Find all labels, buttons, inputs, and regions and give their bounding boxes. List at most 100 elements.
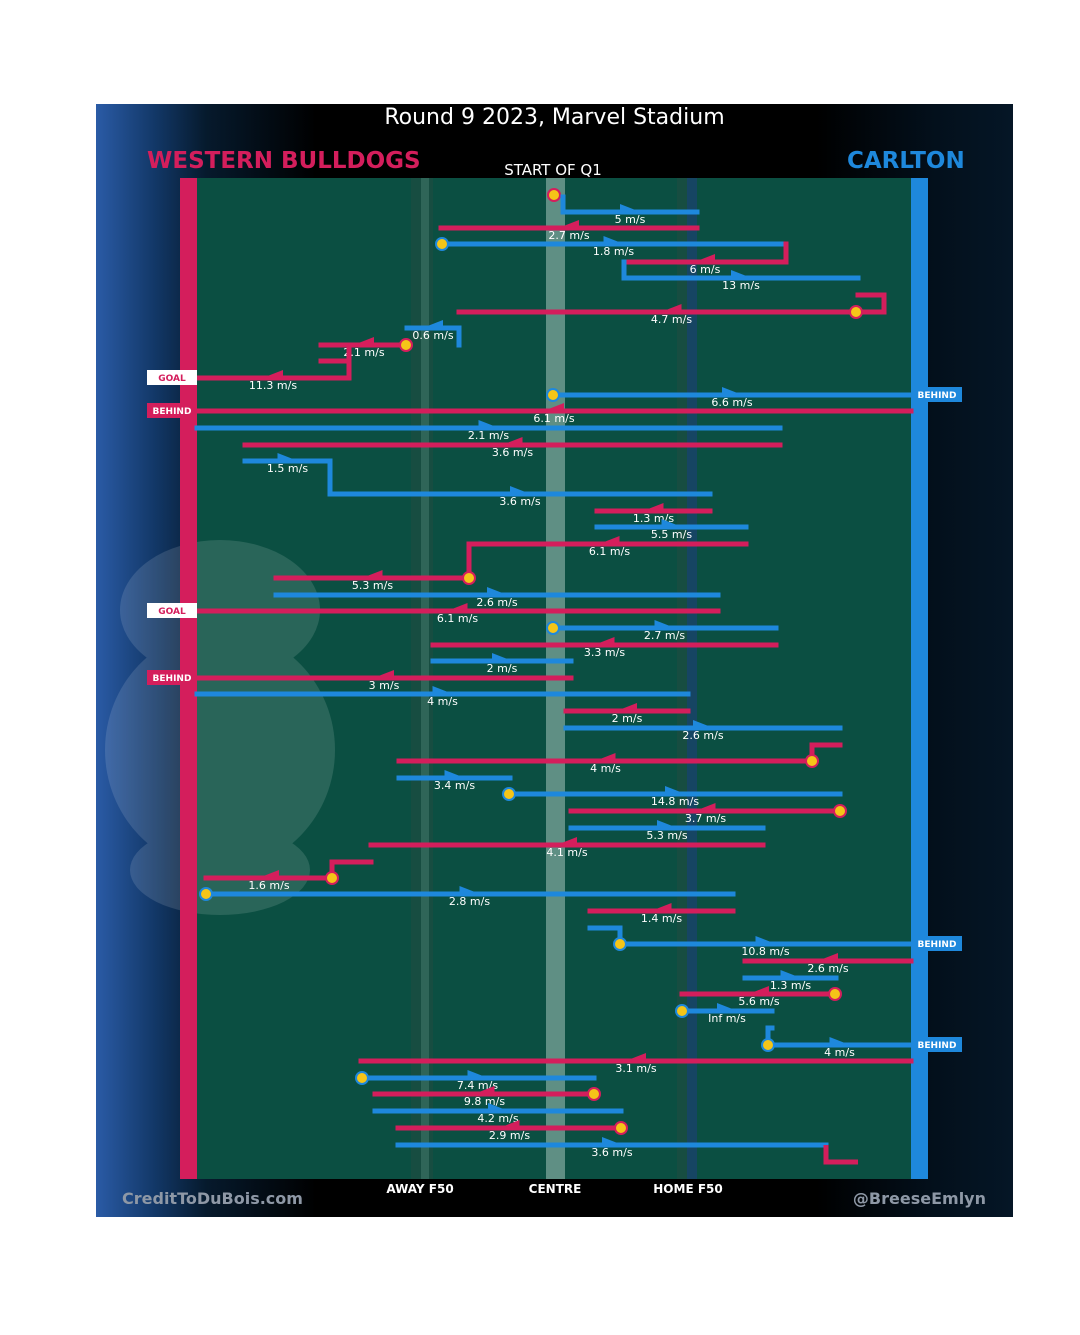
possession-segment: 1.3 m/s xyxy=(742,970,839,992)
direction-arrow xyxy=(628,1053,646,1062)
direction-arrow xyxy=(561,220,579,229)
speed-label: 0.6 m/s xyxy=(412,329,453,342)
possession-segment: 2 m/s xyxy=(430,653,574,675)
direction-arrow xyxy=(376,670,394,679)
possession-segment: 5.3 m/s xyxy=(273,541,476,592)
possession-segment: 4.2 m/s xyxy=(372,1103,624,1125)
possession-segment: 4 m/s BEHIND xyxy=(761,1025,962,1059)
start-marker xyxy=(547,188,561,202)
speed-label: 2.6 m/s xyxy=(682,729,723,742)
possession-segment: 2.6 m/s xyxy=(742,953,914,975)
speed-label: 2.7 m/s xyxy=(644,629,685,642)
direction-arrow xyxy=(504,437,523,446)
speed-label: 3.6 m/s xyxy=(499,495,540,508)
possession-segment: 11.3 m/s GOAL xyxy=(147,342,352,392)
direction-arrow xyxy=(277,453,296,462)
possession-marker xyxy=(435,237,449,251)
behind-badge: BEHIND xyxy=(147,403,197,418)
svg-text:BEHIND: BEHIND xyxy=(918,940,957,950)
possession-segment: 3.3 m/s xyxy=(430,637,779,659)
direction-arrow xyxy=(596,637,615,646)
possession-segment: 2.7 m/s xyxy=(438,220,700,242)
speed-label: 3.4 m/s xyxy=(434,779,475,792)
direction-arrow xyxy=(546,403,564,412)
speed-label: 6 m/s xyxy=(690,263,721,276)
speed-label: 1.5 m/s xyxy=(267,462,308,475)
possession-marker xyxy=(805,754,819,768)
possession-segment: 4.7 m/s xyxy=(456,292,887,326)
goal-badge: GOAL xyxy=(147,370,197,385)
speed-label: 6.6 m/s xyxy=(711,396,752,409)
direction-arrow xyxy=(265,370,283,379)
direction-arrow xyxy=(510,486,528,495)
possession-segment: 2.1 m/s xyxy=(194,420,783,442)
possession-segment: 2 m/s xyxy=(563,703,691,725)
direction-arrow xyxy=(663,304,682,313)
speed-label: 2.9 m/s xyxy=(489,1129,530,1142)
direction-arrow xyxy=(559,837,577,846)
speed-label: 14.8 m/s xyxy=(651,795,699,808)
possession-marker xyxy=(325,871,339,885)
possession-segment: 6.1 m/s BEHIND xyxy=(147,403,914,425)
possession-segment: 0.6 m/s xyxy=(404,320,462,348)
speed-label: 10.8 m/s xyxy=(741,945,789,958)
possession-marker xyxy=(399,338,413,352)
team-left-label: WESTERN BULLDOGS xyxy=(147,148,421,174)
direction-arrow xyxy=(444,770,463,779)
direction-arrow xyxy=(722,387,740,396)
segment-line xyxy=(396,742,843,764)
speed-label: 9.8 m/s xyxy=(464,1095,505,1108)
speed-label: 1.6 m/s xyxy=(248,879,289,892)
behind-badge: BEHIND xyxy=(912,936,962,951)
possession-segment: 1.3 m/s xyxy=(594,503,713,525)
speed-label: 3.7 m/s xyxy=(685,812,726,825)
direction-arrow xyxy=(657,820,675,829)
possession-segment: 2.7 m/s xyxy=(546,620,779,642)
possession-marker xyxy=(587,1087,601,1101)
possession-segment: 3.6 m/s xyxy=(327,458,713,508)
speed-label: 3.6 m/s xyxy=(591,1146,632,1159)
direction-arrow xyxy=(501,1120,520,1129)
possession-segment: 5 m/s xyxy=(560,194,700,226)
possession-segment: 4 m/s xyxy=(396,742,843,775)
speed-label: 3.1 m/s xyxy=(615,1062,656,1075)
direction-arrow xyxy=(697,803,716,812)
speed-label: 13 m/s xyxy=(722,279,760,292)
direction-arrow xyxy=(597,753,616,762)
possession-segment: 13 m/s xyxy=(621,259,861,292)
speed-label: 3.6 m/s xyxy=(492,446,533,459)
direction-arrow xyxy=(751,986,769,995)
possession-marker xyxy=(849,305,863,319)
speed-label: 4.1 m/s xyxy=(546,846,587,859)
segment-line xyxy=(404,325,462,348)
segment-line xyxy=(621,259,861,281)
svg-text:BEHIND: BEHIND xyxy=(153,674,192,684)
speed-label: 2.6 m/s xyxy=(476,596,517,609)
possession-segment: 2.8 m/s xyxy=(199,886,736,908)
goal-badge: GOAL xyxy=(147,603,197,618)
direction-arrow xyxy=(661,519,680,528)
start-label: START OF Q1 xyxy=(504,161,602,179)
segment-line xyxy=(587,925,914,947)
possession-segment: 1.8 m/s xyxy=(435,236,789,258)
possession-segment: 2.6 m/s xyxy=(563,720,843,742)
possession-marker xyxy=(546,388,560,402)
possession-segment: 6 m/s xyxy=(621,241,789,276)
direction-arrow xyxy=(356,337,374,346)
speed-label: 2.1 m/s xyxy=(468,429,509,442)
possession-marker xyxy=(502,787,516,801)
direction-arrow xyxy=(829,1037,848,1046)
possession-segment: 2.6 m/s xyxy=(273,587,721,609)
direction-arrow xyxy=(654,620,673,629)
segment-line xyxy=(327,458,713,497)
svg-text:GOAL: GOAL xyxy=(158,374,186,384)
segment-line xyxy=(194,342,352,381)
segment-line xyxy=(456,292,887,315)
possession-segment: 10.8 m/s BEHIND xyxy=(587,925,962,958)
chain-end xyxy=(823,1145,858,1165)
speed-label: 1.3 m/s xyxy=(770,979,811,992)
possession-segment: 2.9 m/s xyxy=(395,1120,628,1142)
possession-segment: 1.6 m/s xyxy=(203,859,374,892)
possession-segment: Inf m/s xyxy=(675,1003,775,1025)
svg-text:BEHIND: BEHIND xyxy=(918,1041,957,1051)
